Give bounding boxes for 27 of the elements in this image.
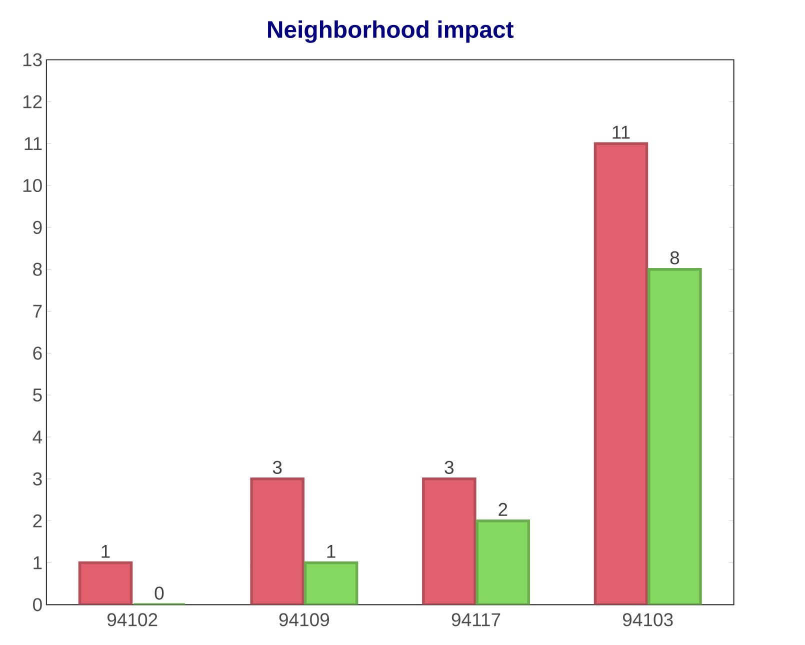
data-label: 3 — [444, 460, 454, 474]
y-tick-label: 5 — [33, 388, 42, 402]
y-tick-label: 12 — [23, 95, 42, 108]
x-tick-label: 94109 — [279, 613, 330, 626]
x-tick-label: 94102 — [108, 613, 158, 626]
y-tick-label: 7 — [33, 304, 42, 318]
x-tick-label: 94103 — [623, 613, 673, 626]
data-label: 8 — [670, 251, 680, 264]
y-tick-label: 11 — [24, 137, 42, 150]
y-tick-label: 8 — [33, 262, 42, 276]
chart-title: Neighborhood impact — [268, 20, 514, 43]
data-label: 1 — [102, 545, 110, 558]
data-label: 11 — [612, 126, 630, 139]
y-tick-label: 6 — [33, 346, 42, 360]
y-tick-label: 3 — [33, 472, 42, 486]
y-tick-label: 9 — [33, 220, 42, 234]
y-tick-label: 13 — [23, 53, 42, 66]
y-tick-label: 4 — [32, 430, 42, 444]
y-tick-label: 10 — [23, 178, 42, 192]
y-tick-label: 1 — [34, 556, 42, 570]
y-tick-label: 2 — [33, 514, 42, 528]
data-label: 0 — [154, 586, 164, 600]
data-label: 1 — [327, 545, 336, 558]
x-tick-label: 94117 — [452, 613, 500, 626]
data-label: 2 — [498, 502, 508, 516]
data-label: 3 — [272, 460, 282, 474]
y-tick-label: 0 — [33, 598, 42, 612]
